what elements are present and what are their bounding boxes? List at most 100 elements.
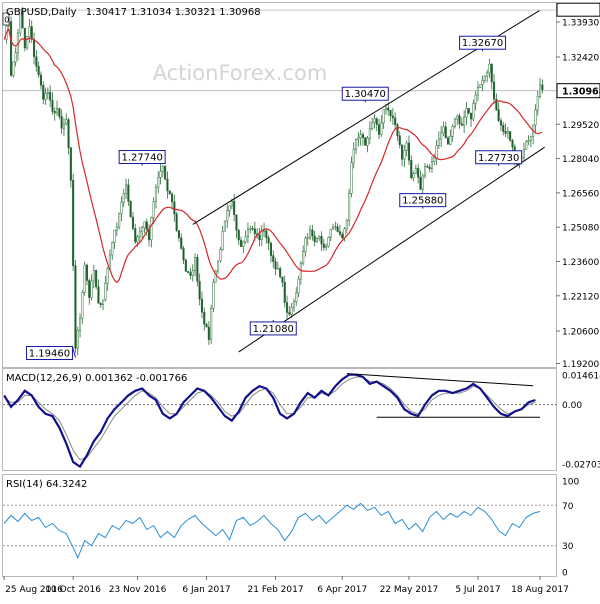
candle-body [398, 135, 401, 145]
candle-body [207, 326, 210, 340]
price-tick-label: 1.29520 [562, 121, 599, 131]
candle-body [440, 132, 443, 140]
annotation-label: 1.21080 [253, 324, 294, 335]
candle-body [194, 257, 197, 271]
candle-body [504, 131, 507, 134]
candle-body [430, 161, 433, 169]
candle-body [49, 92, 52, 101]
candle-body [76, 330, 79, 349]
annotation-label: 1.19460 [29, 348, 70, 359]
candle-body [10, 21, 13, 76]
candle-body [267, 237, 270, 244]
candle-body [458, 115, 461, 124]
candle-body [35, 56, 38, 67]
candle-body [21, 9, 24, 29]
candle-body [28, 26, 31, 37]
candle-body [465, 108, 468, 118]
candle-body [322, 243, 325, 248]
candle-body [191, 270, 194, 276]
candle-body [424, 166, 427, 177]
candle-body [451, 126, 454, 137]
candle-body [488, 63, 491, 74]
candle-body [534, 109, 537, 126]
annotation-box [341, 86, 389, 101]
candle-body [412, 173, 415, 179]
candle-body [274, 261, 277, 270]
candle-body [136, 236, 139, 243]
macd-tick-label: 0.014614 [562, 372, 600, 382]
candle-body [315, 238, 318, 242]
candle-body [228, 205, 231, 211]
candle-body [338, 231, 341, 235]
symbol-label: GBPUSD,Daily [6, 7, 77, 18]
candle-body [37, 66, 40, 76]
candle-body [460, 123, 463, 126]
candle-body [327, 236, 330, 247]
candle-body [212, 281, 215, 309]
candle-body [541, 84, 544, 90]
candle-body [495, 98, 498, 110]
candle-body [403, 149, 406, 160]
candle-body [42, 85, 45, 100]
candle-body [138, 231, 141, 238]
candle-body [230, 200, 233, 207]
candle-body [145, 221, 148, 230]
candle-body [352, 148, 355, 164]
annotation-box [118, 150, 166, 165]
candle-body [120, 201, 123, 214]
candle-body [249, 228, 252, 230]
candle-body [405, 142, 408, 151]
candle-body [334, 226, 337, 228]
ohlc-readout: 1.30417 1.31034 1.30321 1.30968 [86, 7, 261, 18]
candle-body [375, 118, 378, 125]
candle-body [359, 134, 362, 139]
candle-body [426, 166, 429, 168]
x-tick-label: 10 Oct 2016 [45, 585, 101, 595]
candle-body [150, 217, 153, 241]
annotation-label: 1.30470 [345, 89, 386, 100]
candle-body [493, 81, 496, 100]
candle-body [435, 145, 438, 159]
candle-body [336, 226, 339, 232]
candle-body [311, 229, 314, 237]
price-tick-label: 1.20600 [562, 328, 599, 338]
candle-body [14, 52, 17, 63]
candle-body [83, 264, 86, 293]
candle-body [378, 124, 381, 135]
candle-body [81, 292, 84, 319]
candle-body [290, 307, 293, 315]
candle-body [414, 168, 417, 174]
annotation-box [459, 35, 507, 50]
candle-body [205, 323, 208, 328]
high-level-box [556, 2, 600, 17]
candle-body [148, 229, 151, 241]
candle-body [12, 61, 15, 76]
candle-body [46, 92, 49, 94]
candle-body [164, 166, 167, 180]
candle-body [152, 201, 155, 218]
candle-body [161, 166, 164, 172]
x-tick-label: 23 Nov 2016 [109, 585, 167, 595]
candle-body [272, 255, 275, 262]
candle-body [56, 108, 59, 114]
rsi-tick-label: 70 [562, 502, 574, 512]
candle-body [456, 115, 459, 120]
price-tick-label: 1.26560 [562, 189, 599, 199]
candle-body [433, 157, 436, 162]
candle-body [115, 226, 118, 231]
candle-body [246, 229, 249, 237]
candle-body [364, 137, 367, 146]
candle-body [196, 257, 199, 282]
candle-body [371, 121, 374, 129]
candle-body [499, 120, 502, 126]
candle-body [223, 220, 226, 232]
zero-marker-box [2, 12, 10, 26]
candle-body [525, 141, 528, 150]
price-panel-title: GBPUSD,Daily 1.30417 1.31034 1.30321 1.3… [6, 7, 261, 18]
candle-body [65, 119, 68, 125]
candle-body [345, 219, 348, 229]
candle-body [69, 147, 72, 181]
candle-body [233, 200, 236, 216]
candle-body [341, 234, 344, 239]
candle-body [276, 268, 279, 270]
